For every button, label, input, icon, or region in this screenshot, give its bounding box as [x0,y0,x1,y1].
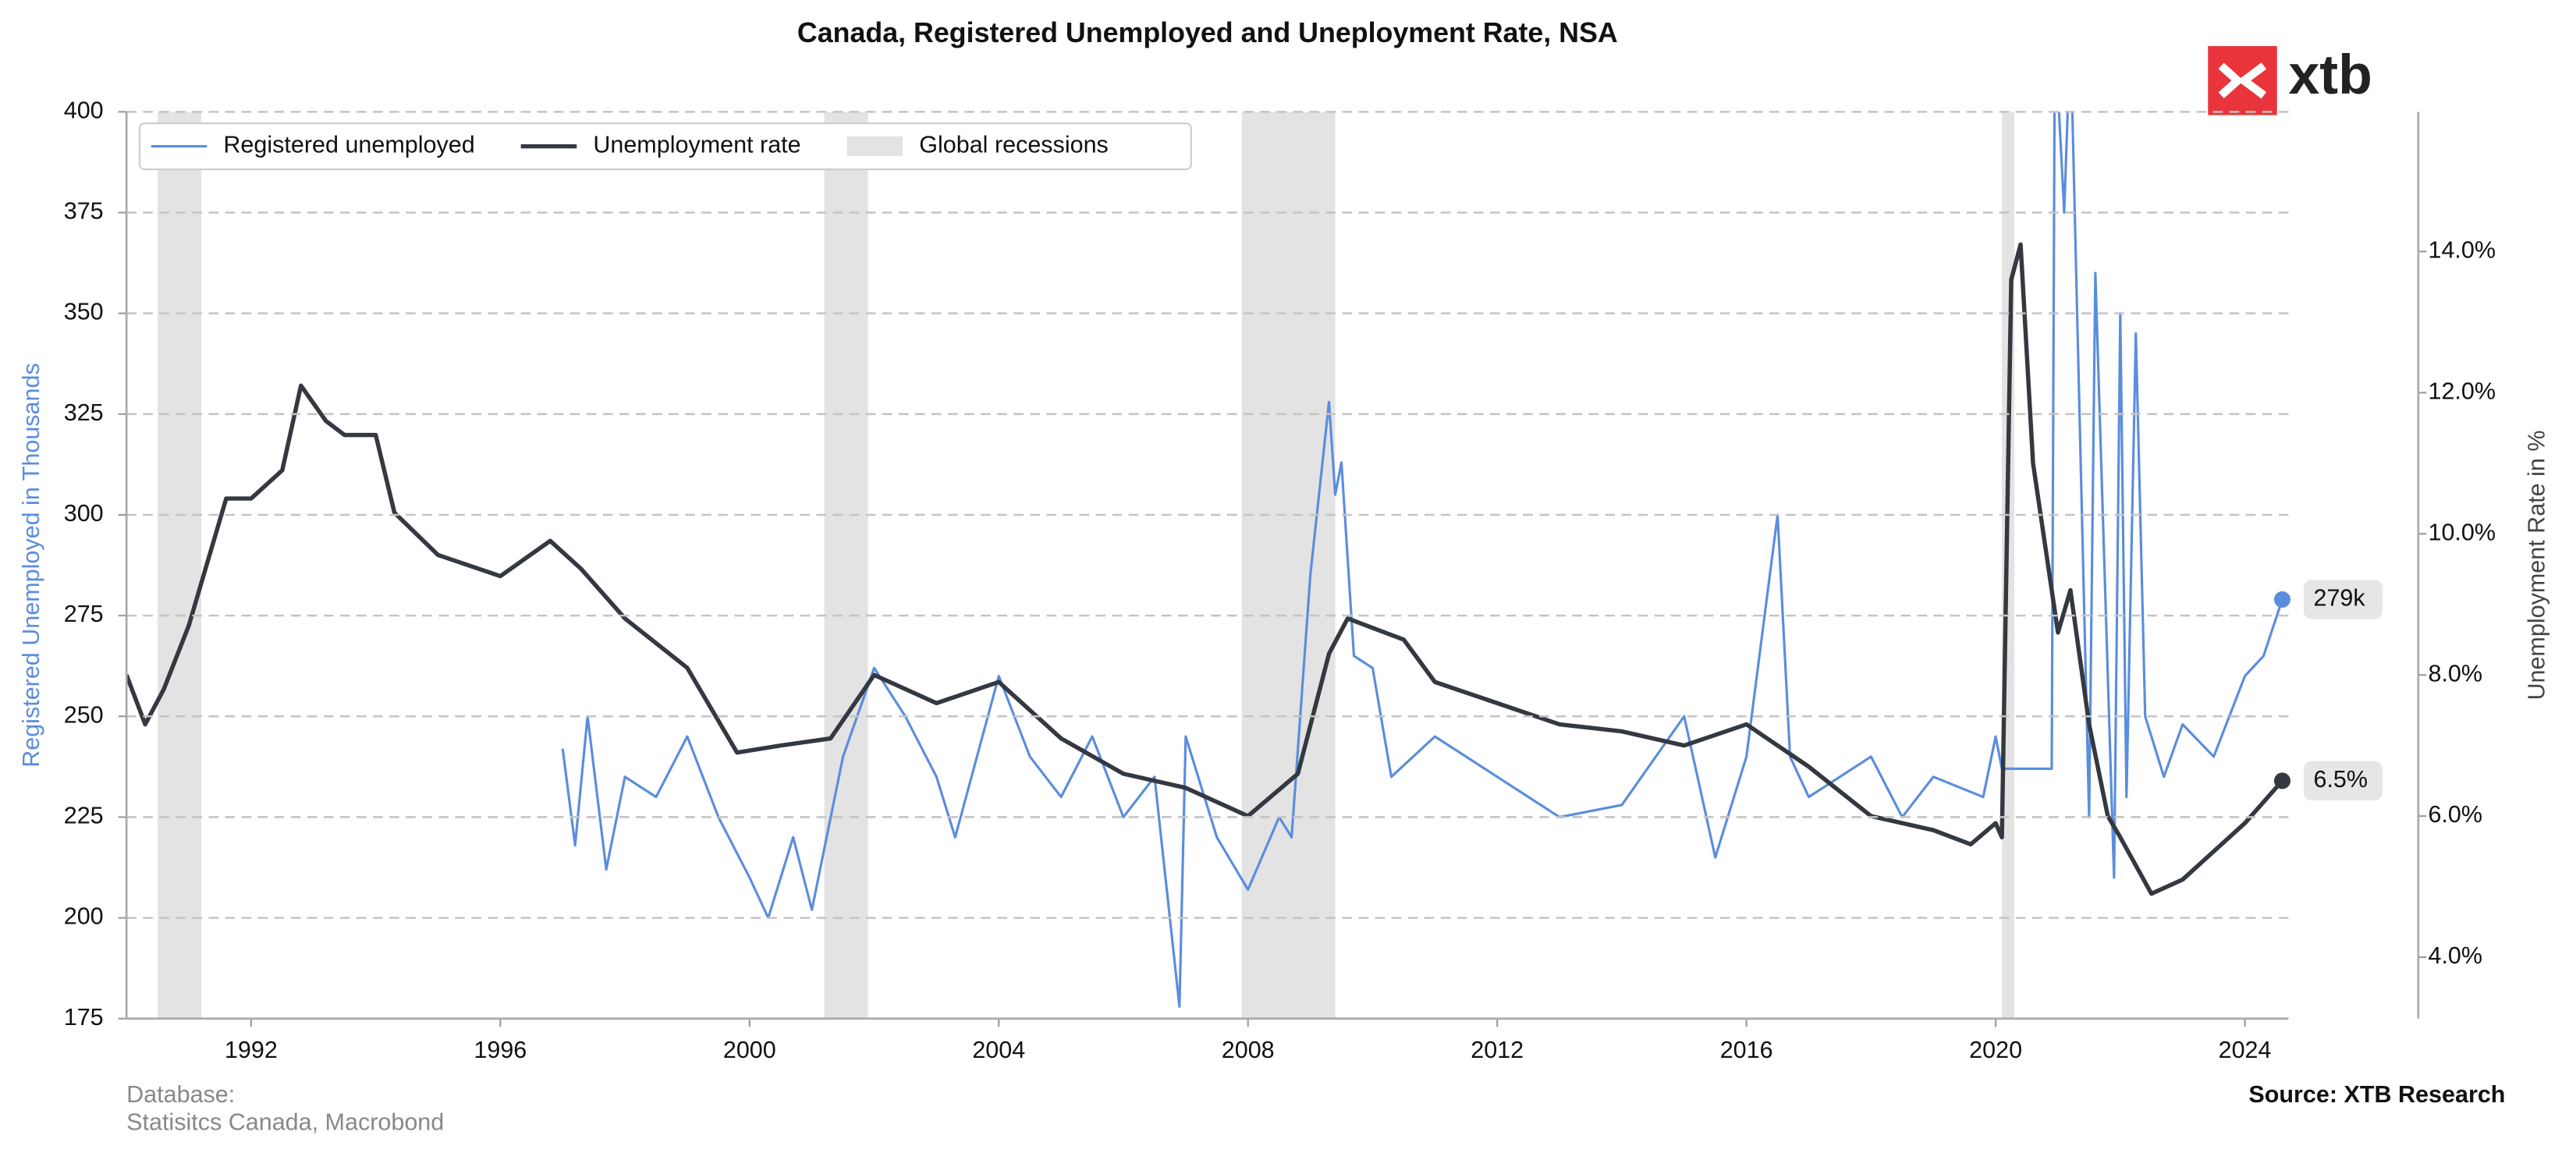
legend-box [138,122,1192,171]
y-tick-label: 400 [64,97,104,123]
x-tick-label: 2016 [1720,1037,1773,1063]
logo-text: xtb [2288,44,2372,106]
x-tick-label: 2008 [1222,1037,1275,1063]
y2-axis-label: Unemployment Rate in % [2524,431,2550,701]
source-left: Statisitcs Canada, Macrobond [126,1109,444,1136]
legend-swatch [846,136,903,157]
source-left: Database: [126,1081,235,1108]
y2-tick-label: 10.0% [2428,519,2496,545]
x-tick-label: 2004 [972,1037,1025,1063]
x-tick-label: 2024 [2219,1037,2272,1063]
y2-tick-label: 6.0% [2428,801,2482,828]
y2-tick-label: 12.0% [2428,378,2496,404]
recession-band [1241,112,1336,1019]
x-tick-label: 1996 [474,1037,527,1063]
legend-label: Unemployment rate [593,132,800,158]
end-label: 279k [2313,585,2365,612]
y-tick-label: 350 [64,299,104,325]
x-tick-label: 1992 [225,1037,278,1063]
chart-title: Canada, Registered Unemployed and Uneplo… [797,17,1618,48]
recession-band [824,112,868,1019]
series-line [561,112,2283,1008]
end-marker [2273,772,2291,789]
y-tick-label: 325 [64,399,104,426]
logo-icon [2218,62,2267,99]
x-tick-label: 2000 [723,1037,776,1063]
y2-tick-label: 4.0% [2428,942,2482,969]
end-label-box [2303,580,2383,619]
recession-band [158,112,201,1019]
end-label: 6.5% [2313,766,2368,793]
series-line [126,242,2284,896]
legend-label: Global recessions [919,132,1109,158]
plot-area [126,112,2284,1019]
y-tick-label: 300 [64,500,104,527]
y-axis-label: Registered Unemployed in Thousands [18,363,44,768]
source-right: Source: XTB Research [2248,1081,2505,1108]
end-marker [2273,591,2291,608]
y-tick-label: 200 [64,903,104,930]
y-tick-label: 275 [64,601,104,627]
y-tick-label: 250 [64,701,104,728]
y-tick-label: 175 [64,1004,104,1031]
end-label-box [2303,761,2383,801]
legend-label: Registered unemployed [223,132,474,158]
y2-tick-label: 8.0% [2428,660,2482,686]
y2-tick-label: 14.0% [2428,237,2496,264]
x-tick-label: 2012 [1471,1037,1524,1063]
y-tick-label: 375 [64,198,104,225]
y-tick-label: 225 [64,803,104,829]
x-tick-label: 2020 [1969,1037,2022,1063]
